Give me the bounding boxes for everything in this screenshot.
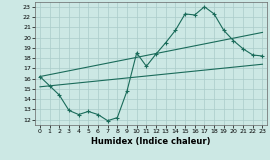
- X-axis label: Humidex (Indice chaleur): Humidex (Indice chaleur): [92, 137, 211, 146]
